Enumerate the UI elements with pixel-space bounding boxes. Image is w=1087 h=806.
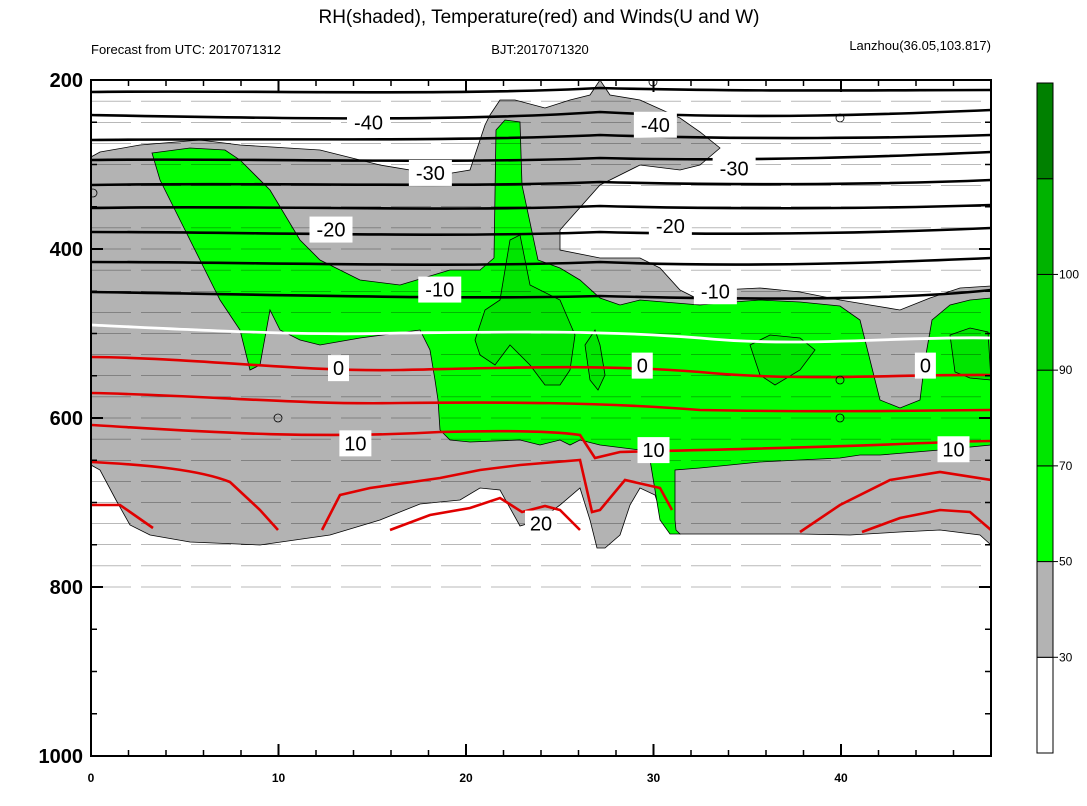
colorbar-swatch: [1036, 369, 1054, 467]
contour-label-box: [347, 109, 390, 136]
contour-label: 10: [642, 440, 664, 462]
isotherm-minus-35: [91, 133, 991, 142]
contour-label-box: [408, 159, 452, 186]
colorbar-swatch: [1036, 561, 1054, 658]
isotherm-minus-40: [91, 108, 991, 120]
plot-area: -40 -40 -30 -30 -20 -20 -10 -10 0 0 0 10 10 10 20: [91, 80, 991, 588]
isotherm-20: [91, 460, 279, 531]
colorbar-swatch: [1036, 465, 1054, 563]
colorbar-label: 70: [1059, 459, 1073, 473]
y-tick-label: 800: [50, 577, 83, 599]
calm-wind-markers: [91, 80, 845, 423]
rh-colorbar: 30 50 70 90 100: [1036, 82, 1079, 754]
colorbar-label: 100: [1059, 267, 1079, 281]
isotherm-minus-30: [91, 150, 991, 163]
colorbar-label: 90: [1059, 363, 1073, 377]
rh-dark-green-pocket-4: [949, 327, 991, 381]
calm-marker: [273, 413, 283, 423]
calm-marker: [835, 113, 845, 123]
colorbar-label: 30: [1059, 650, 1073, 664]
isotherm-minus-20: [91, 203, 991, 210]
colorbar-swatch: [1036, 178, 1054, 275]
x-tick-label: 10: [272, 771, 286, 785]
contour-label-box: [637, 437, 670, 464]
contour-label: 0: [333, 358, 344, 380]
contour-label: -30: [416, 163, 445, 185]
contour-label: -10: [425, 280, 454, 302]
isotherm-minus-10: [91, 256, 991, 266]
y-tick-label: 600: [50, 408, 83, 430]
contour-label: -40: [354, 112, 383, 134]
contour-label-box: [693, 278, 737, 305]
x-tick-label: 30: [647, 771, 661, 785]
isotherm-minus-25: [91, 178, 991, 187]
contour-label-box: [309, 216, 353, 243]
calm-marker: [91, 188, 98, 198]
contour-label-box: [914, 352, 936, 379]
contour-label: -20: [317, 220, 346, 242]
bjt-time-label: BJT:2017071320: [491, 42, 589, 57]
contour-label: -30: [720, 159, 749, 181]
contour-label-box: [525, 510, 557, 537]
contour-label-box: [648, 213, 692, 240]
isotherm-25-mid: [389, 496, 581, 532]
rh-dark-green-pocket-2: [584, 329, 606, 391]
colorbar-label: 50: [1059, 555, 1073, 569]
contour-label-box: [418, 276, 462, 303]
isotherm-5: [91, 355, 991, 379]
colorbar-swatch: [1036, 656, 1054, 754]
contour-labels: -40 -40 -30 -30 -20 -20 -10 -10 0 0 0 10 10 10 20: [309, 109, 970, 537]
isotherm-20b: [320, 458, 674, 531]
contour-label: 10: [344, 433, 366, 455]
contour-label: -40: [641, 115, 670, 137]
isotherm-25-left: [91, 503, 154, 530]
wind-barb-rows: [91, 80, 991, 588]
contour-label-box: [631, 352, 653, 379]
isotherm-minus-45: [91, 86, 991, 94]
contour-label-box: [712, 155, 756, 182]
isotherm-zero: [91, 323, 991, 344]
temperature-contours-cold: [91, 86, 991, 300]
isotherm-minus-5: [91, 288, 991, 300]
isotherm-10: [91, 391, 991, 413]
contour-label-box: [339, 430, 372, 457]
y-tick-label: 400: [50, 239, 83, 261]
colorbar-swatch: [1036, 82, 1054, 180]
calm-marker: [835, 375, 845, 385]
contour-label: -20: [656, 216, 685, 238]
isotherm-15: [91, 423, 991, 460]
calm-marker: [835, 413, 845, 423]
y-tick-label: 200: [50, 70, 83, 92]
contour-label: -10: [701, 281, 730, 303]
x-tick-label: 20: [459, 771, 473, 785]
colorbar-swatch: [1036, 273, 1054, 371]
temperature-contours-warm: [91, 355, 991, 534]
x-tick-label: 0: [88, 771, 95, 785]
isotherm-25-right: [861, 508, 991, 534]
station-label: Lanzhou(36.05,103.817): [849, 38, 991, 53]
forecast-from-label: Forecast from UTC: 2017071312: [91, 42, 281, 57]
contour-label: 10: [942, 439, 964, 461]
contour-label-box: [633, 111, 677, 138]
contour-label: 20: [530, 514, 552, 536]
contour-label: 0: [920, 356, 931, 378]
contour-label-box: [328, 355, 349, 382]
x-tick-label: 40: [834, 771, 848, 785]
y-tick-label: 1000: [39, 746, 84, 768]
contour-label-box: [937, 436, 970, 463]
isotherm-20-right: [799, 470, 991, 534]
chart-title: RH(shaded), Temperature(red) and Winds(U…: [318, 7, 759, 28]
isotherm-minus-15: [91, 226, 991, 236]
contour-label: 0: [637, 356, 648, 378]
